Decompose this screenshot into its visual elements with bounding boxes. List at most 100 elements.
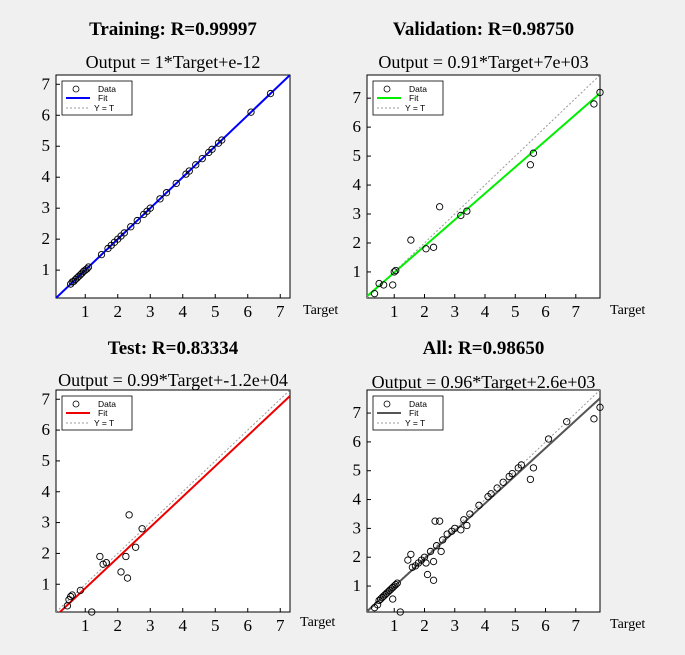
x-axis-label: Target	[300, 615, 335, 630]
data-point	[432, 542, 441, 550]
data-point	[526, 475, 535, 484]
legend-fit-label: Fit	[98, 93, 108, 103]
y-tick-label: 6	[42, 105, 51, 124]
x-tick-label: 2	[114, 302, 123, 321]
y-tick-label: 4	[42, 482, 51, 501]
data-point	[508, 469, 516, 478]
data-point	[423, 570, 432, 579]
data-point	[390, 268, 398, 276]
data-point	[133, 216, 141, 225]
x-axis-label: Target	[610, 303, 645, 318]
data-point	[590, 415, 598, 423]
data-point	[122, 552, 130, 561]
data-point	[192, 161, 200, 169]
x-tick-label: 1	[81, 616, 90, 635]
data-point	[437, 547, 445, 556]
y-tick-label: 7	[42, 74, 51, 93]
y-tick-label: 3	[42, 513, 51, 532]
y-tick-label: 2	[353, 547, 362, 566]
data-point	[407, 236, 415, 244]
x-tick-label: 6	[541, 302, 550, 321]
data-point	[131, 543, 140, 551]
x-tick-label: 3	[146, 616, 155, 635]
x-tick-label: 5	[211, 302, 220, 321]
data-point	[463, 207, 471, 215]
x-tick-label: 4	[481, 616, 490, 635]
data-point	[68, 591, 76, 599]
x-tick-label: 6	[541, 616, 550, 635]
data-point	[83, 265, 91, 273]
fit-equation: Output = 0.99*Target+-1.2e+04	[58, 370, 288, 390]
x-tick-label: 2	[114, 616, 123, 635]
data-point	[102, 559, 111, 567]
x-tick-label: 1	[390, 616, 399, 635]
y-tick-label: 4	[353, 490, 362, 509]
data-point	[117, 568, 125, 576]
y-tick-label: 3	[353, 204, 362, 223]
data-point	[499, 478, 507, 486]
data-point	[185, 167, 193, 175]
data-point	[529, 149, 538, 157]
panel-validation: Validation: R=0.98750 Output = 0.91*Targe…	[353, 19, 646, 321]
data-point	[429, 243, 438, 251]
data-point	[393, 579, 401, 587]
y-tick-label: 6	[353, 432, 362, 451]
fit-equation: Output = 0.96*Target+2.6e+03	[372, 372, 596, 392]
data-point	[379, 281, 388, 289]
x-tick-label: 6	[244, 302, 253, 321]
data-point	[84, 263, 93, 271]
x-axis-label: Target	[303, 303, 338, 318]
legend-data-marker	[72, 85, 80, 93]
fit-line	[58, 395, 290, 612]
x-tick-label: 5	[511, 302, 520, 321]
x-tick-label: 5	[211, 616, 220, 635]
x-tick-label: 1	[390, 302, 399, 321]
y-tick-label: 1	[353, 262, 362, 281]
data-point	[389, 281, 397, 289]
legend-data-label: Data	[98, 84, 116, 94]
y-tick-label: 5	[42, 451, 51, 470]
y-tick-label: 1	[42, 260, 51, 279]
data-point	[396, 608, 404, 616]
panel-title: Test: R=0.83334	[108, 338, 239, 359]
fit-equation: Output = 0.91*Target+7e+03	[378, 52, 588, 72]
data-point	[127, 223, 135, 231]
legend-fit-label: Fit	[409, 93, 419, 103]
y-tick-label: 5	[353, 146, 362, 165]
x-tick-label: 3	[146, 302, 155, 321]
x-tick-label: 4	[179, 302, 188, 321]
data-point	[208, 145, 216, 153]
data-point	[138, 525, 146, 533]
y-tick-label: 6	[353, 117, 362, 136]
legend-fit-label: Fit	[98, 408, 108, 418]
y-tick-label: 4	[353, 175, 362, 194]
x-tick-label: 2	[420, 302, 429, 321]
panel-title: Training: R=0.99997	[89, 19, 257, 40]
data-point	[172, 179, 180, 188]
data-point	[463, 521, 471, 530]
data-point	[493, 484, 501, 492]
legend-data-label: Data	[409, 84, 427, 94]
identity-line	[367, 75, 600, 298]
data-point	[218, 136, 226, 144]
data-point	[198, 154, 206, 163]
x-tick-label: 7	[572, 616, 581, 635]
data-point	[429, 576, 438, 584]
legend-identity-label: Y = T	[94, 103, 114, 113]
y-tick-label: 2	[353, 233, 362, 252]
y-tick-label: 3	[42, 198, 51, 217]
data-point	[435, 517, 444, 525]
data-point	[596, 403, 604, 411]
data-point	[590, 100, 598, 108]
legend-data-label: Data	[98, 399, 116, 409]
data-point	[431, 517, 439, 525]
data-point	[517, 461, 525, 469]
x-tick-label: 3	[451, 302, 460, 321]
data-point	[526, 161, 535, 169]
data-point	[389, 595, 397, 603]
legend-identity-label: Y = T	[405, 418, 425, 428]
legend-identity-label: Y = T	[405, 103, 425, 113]
legend-fit-label: Fit	[409, 408, 419, 418]
data-point	[123, 574, 132, 582]
